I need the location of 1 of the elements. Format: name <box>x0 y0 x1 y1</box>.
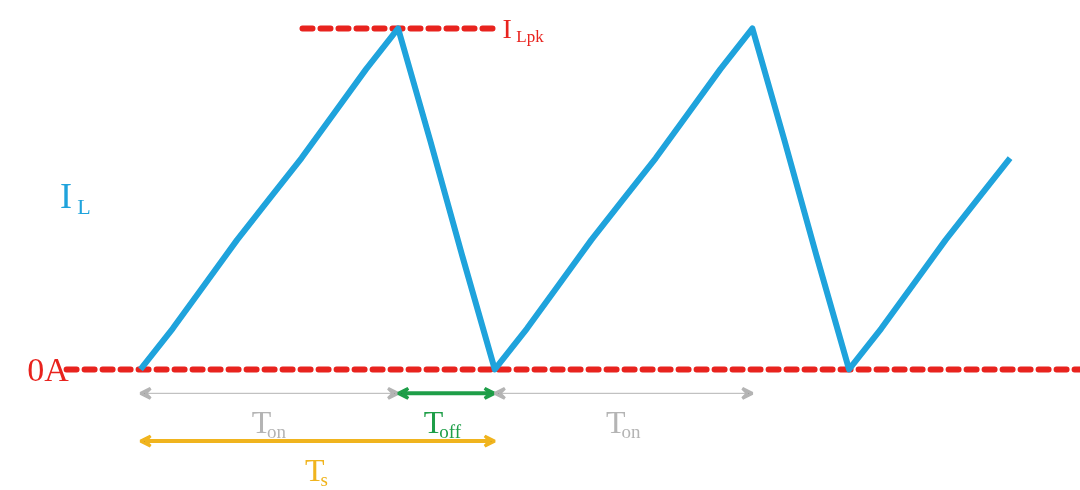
ref-line-label: 0A <box>27 350 70 388</box>
